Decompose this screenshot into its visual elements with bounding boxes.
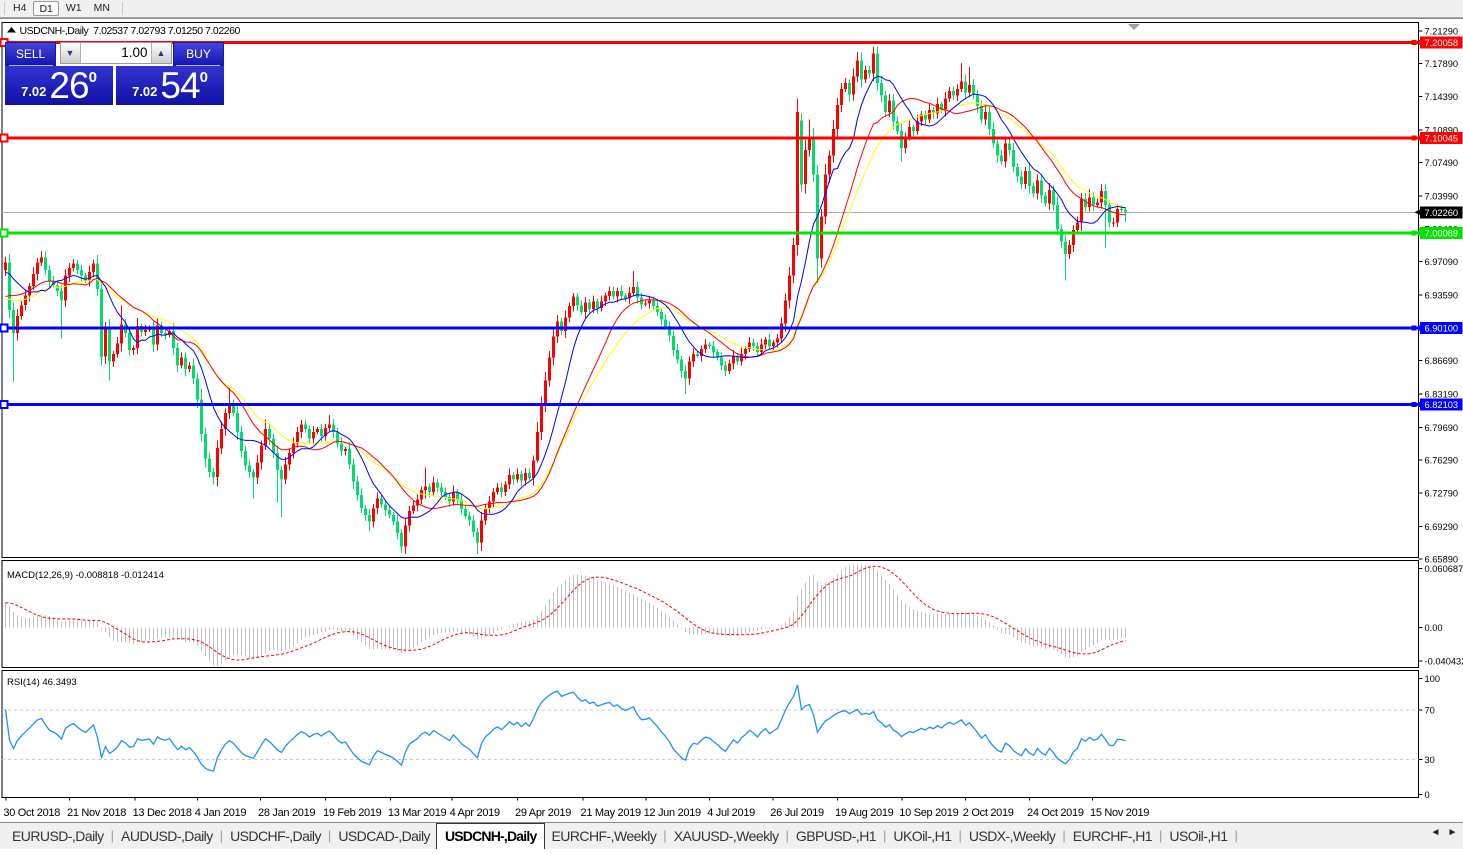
svg-text:-0.040432: -0.040432 [1425, 657, 1463, 667]
svg-text:30 Oct 2018: 30 Oct 2018 [3, 807, 60, 819]
svg-text:7.20058: 7.20058 [1425, 38, 1459, 48]
svg-text:28 Jan 2019: 28 Jan 2019 [258, 807, 315, 819]
svg-text:2 Oct 2019: 2 Oct 2019 [963, 807, 1014, 819]
svg-text:7.21290: 7.21290 [1425, 26, 1459, 36]
svg-text:24 Oct 2019: 24 Oct 2019 [1027, 807, 1084, 819]
svg-text:70: 70 [1425, 705, 1435, 715]
svg-text:7.07490: 7.07490 [1425, 158, 1459, 168]
svg-text:6.82103: 6.82103 [1425, 400, 1459, 410]
svg-text:RSI(14) 46.3493: RSI(14) 46.3493 [7, 677, 77, 688]
svg-text:29 Apr 2019: 29 Apr 2019 [515, 807, 571, 819]
svg-text:100: 100 [1425, 674, 1441, 684]
svg-text:0.00: 0.00 [1425, 623, 1443, 633]
svg-text:13 Mar 2019: 13 Mar 2019 [388, 807, 447, 819]
svg-text:6.83190: 6.83190 [1425, 390, 1459, 400]
svg-text:4 Apr 2019: 4 Apr 2019 [450, 807, 500, 819]
svg-text:6.86690: 6.86690 [1425, 356, 1459, 366]
svg-text:7.10045: 7.10045 [1425, 134, 1459, 144]
svg-text:6.79690: 6.79690 [1425, 423, 1459, 433]
svg-text:6.93590: 6.93590 [1425, 290, 1459, 300]
svg-text:13 Dec 2018: 13 Dec 2018 [133, 807, 192, 819]
svg-text:21 Nov 2018: 21 Nov 2018 [67, 807, 126, 819]
svg-text:7.02260: 7.02260 [1425, 208, 1459, 218]
svg-text:6.97090: 6.97090 [1425, 257, 1459, 267]
svg-text:USDCNH-,Daily 7.02537 7.02793: USDCNH-,Daily 7.02537 7.02793 7.01250 7.… [20, 25, 241, 37]
svg-text:10 Sep 2019: 10 Sep 2019 [899, 807, 958, 819]
svg-text:21 May 2019: 21 May 2019 [581, 807, 641, 819]
svg-text:6.90100: 6.90100 [1425, 324, 1459, 334]
svg-text:7.00089: 7.00089 [1425, 228, 1459, 238]
svg-text:4 Jul 2019: 4 Jul 2019 [707, 807, 755, 819]
svg-text:19 Feb 2019: 19 Feb 2019 [323, 807, 382, 819]
svg-text:6.72790: 6.72790 [1425, 489, 1459, 499]
svg-text:30: 30 [1425, 755, 1435, 765]
svg-text:0.060687: 0.060687 [1425, 564, 1463, 574]
svg-text:6.65890: 6.65890 [1425, 554, 1459, 564]
svg-text:15 Nov 2019: 15 Nov 2019 [1090, 807, 1149, 819]
svg-text:4 Jan 2019: 4 Jan 2019 [195, 807, 247, 819]
svg-text:0: 0 [1425, 790, 1430, 800]
svg-text:6.69290: 6.69290 [1425, 522, 1459, 532]
svg-text:12 Jun 2019: 12 Jun 2019 [644, 807, 701, 819]
svg-text:6.76290: 6.76290 [1425, 455, 1459, 465]
svg-text:7.17890: 7.17890 [1425, 59, 1459, 69]
svg-text:19 Aug 2019: 19 Aug 2019 [835, 807, 894, 819]
svg-text:26 Jul 2019: 26 Jul 2019 [770, 807, 824, 819]
svg-text:7.03990: 7.03990 [1425, 191, 1459, 201]
svg-text:MACD(12,26,9) -0.008818 -0.012: MACD(12,26,9) -0.008818 -0.012414 [7, 570, 164, 581]
svg-text:7.14390: 7.14390 [1425, 92, 1459, 102]
